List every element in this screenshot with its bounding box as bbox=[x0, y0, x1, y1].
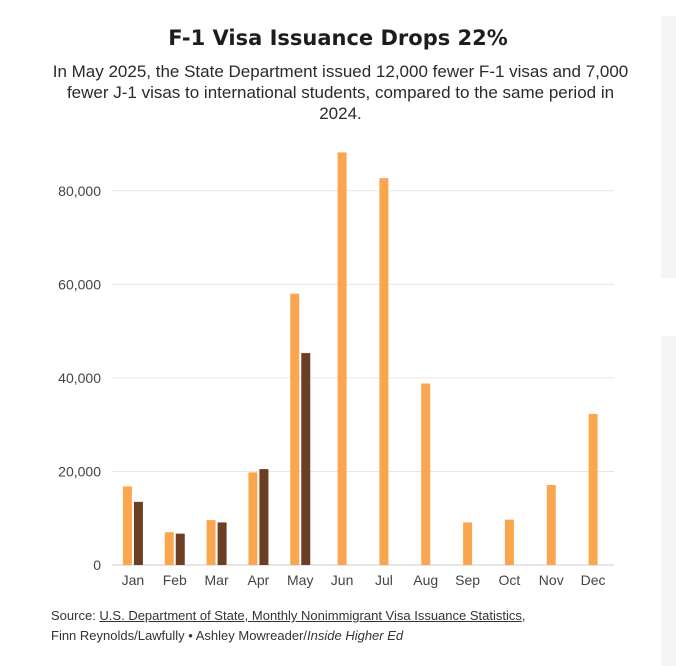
source-link[interactable]: U.S. Department of State, Monthly Nonimm… bbox=[99, 608, 522, 623]
x-tick-label: Jul bbox=[375, 572, 393, 588]
chart-subtitle: In May 2025, the State Department issued… bbox=[52, 62, 629, 123]
bar-2025-jan bbox=[133, 501, 143, 565]
source-note: Source: U.S. Department of State, Monthl… bbox=[51, 606, 651, 646]
x-tick-label: Sep bbox=[455, 572, 480, 588]
x-tick-label: Jun bbox=[331, 572, 354, 588]
bar-2024-may bbox=[290, 293, 300, 565]
bar-2024-feb bbox=[164, 532, 174, 565]
bar-2024-dec bbox=[588, 413, 598, 565]
bar-2024-jun bbox=[337, 152, 347, 566]
x-tick-label: Aug bbox=[413, 572, 438, 588]
x-tick-label: Dec bbox=[581, 572, 606, 588]
bar-2024-oct bbox=[504, 519, 514, 565]
bar-2024-jan bbox=[122, 486, 132, 565]
bar-2025-may bbox=[301, 353, 311, 565]
x-tick-label: Apr bbox=[248, 572, 270, 588]
y-tick-label: 80,000 bbox=[58, 183, 101, 199]
bar-2025-feb bbox=[175, 533, 185, 565]
source-link-suffix: , bbox=[521, 608, 526, 623]
bar-2025-mar bbox=[217, 522, 227, 565]
side-panel-edge bbox=[661, 16, 676, 666]
x-tick-label: Nov bbox=[539, 572, 564, 588]
bar-2024-aug bbox=[421, 383, 431, 565]
bar-2025-apr bbox=[259, 469, 269, 565]
chart-title: F-1 Visa Issuance Drops 22% bbox=[168, 26, 508, 50]
source-prefix: Source: bbox=[51, 608, 100, 623]
y-tick-label: 20,000 bbox=[58, 463, 101, 479]
x-tick-label: Oct bbox=[499, 572, 521, 588]
bar-2024-jul bbox=[379, 178, 389, 566]
x-tick-label: Jan bbox=[122, 572, 145, 588]
y-tick-label: 40,000 bbox=[58, 370, 101, 386]
credit-outlet: Inside Higher Ed bbox=[307, 628, 404, 643]
y-tick-label: 0 bbox=[93, 557, 101, 573]
x-tick-label: May bbox=[287, 572, 313, 588]
bar-2024-mar bbox=[206, 520, 216, 565]
bar-2024-sep bbox=[463, 522, 473, 565]
side-panel-gap bbox=[661, 278, 676, 336]
bar-2024-apr bbox=[248, 472, 258, 565]
y-tick-label: 60,000 bbox=[58, 276, 101, 292]
x-tick-label: Feb bbox=[163, 572, 187, 588]
bar-2024-nov bbox=[546, 485, 556, 565]
x-tick-label: Mar bbox=[205, 572, 229, 588]
credit-line: Finn Reynolds/Lawfully • Ashley Mowreade… bbox=[51, 628, 308, 643]
